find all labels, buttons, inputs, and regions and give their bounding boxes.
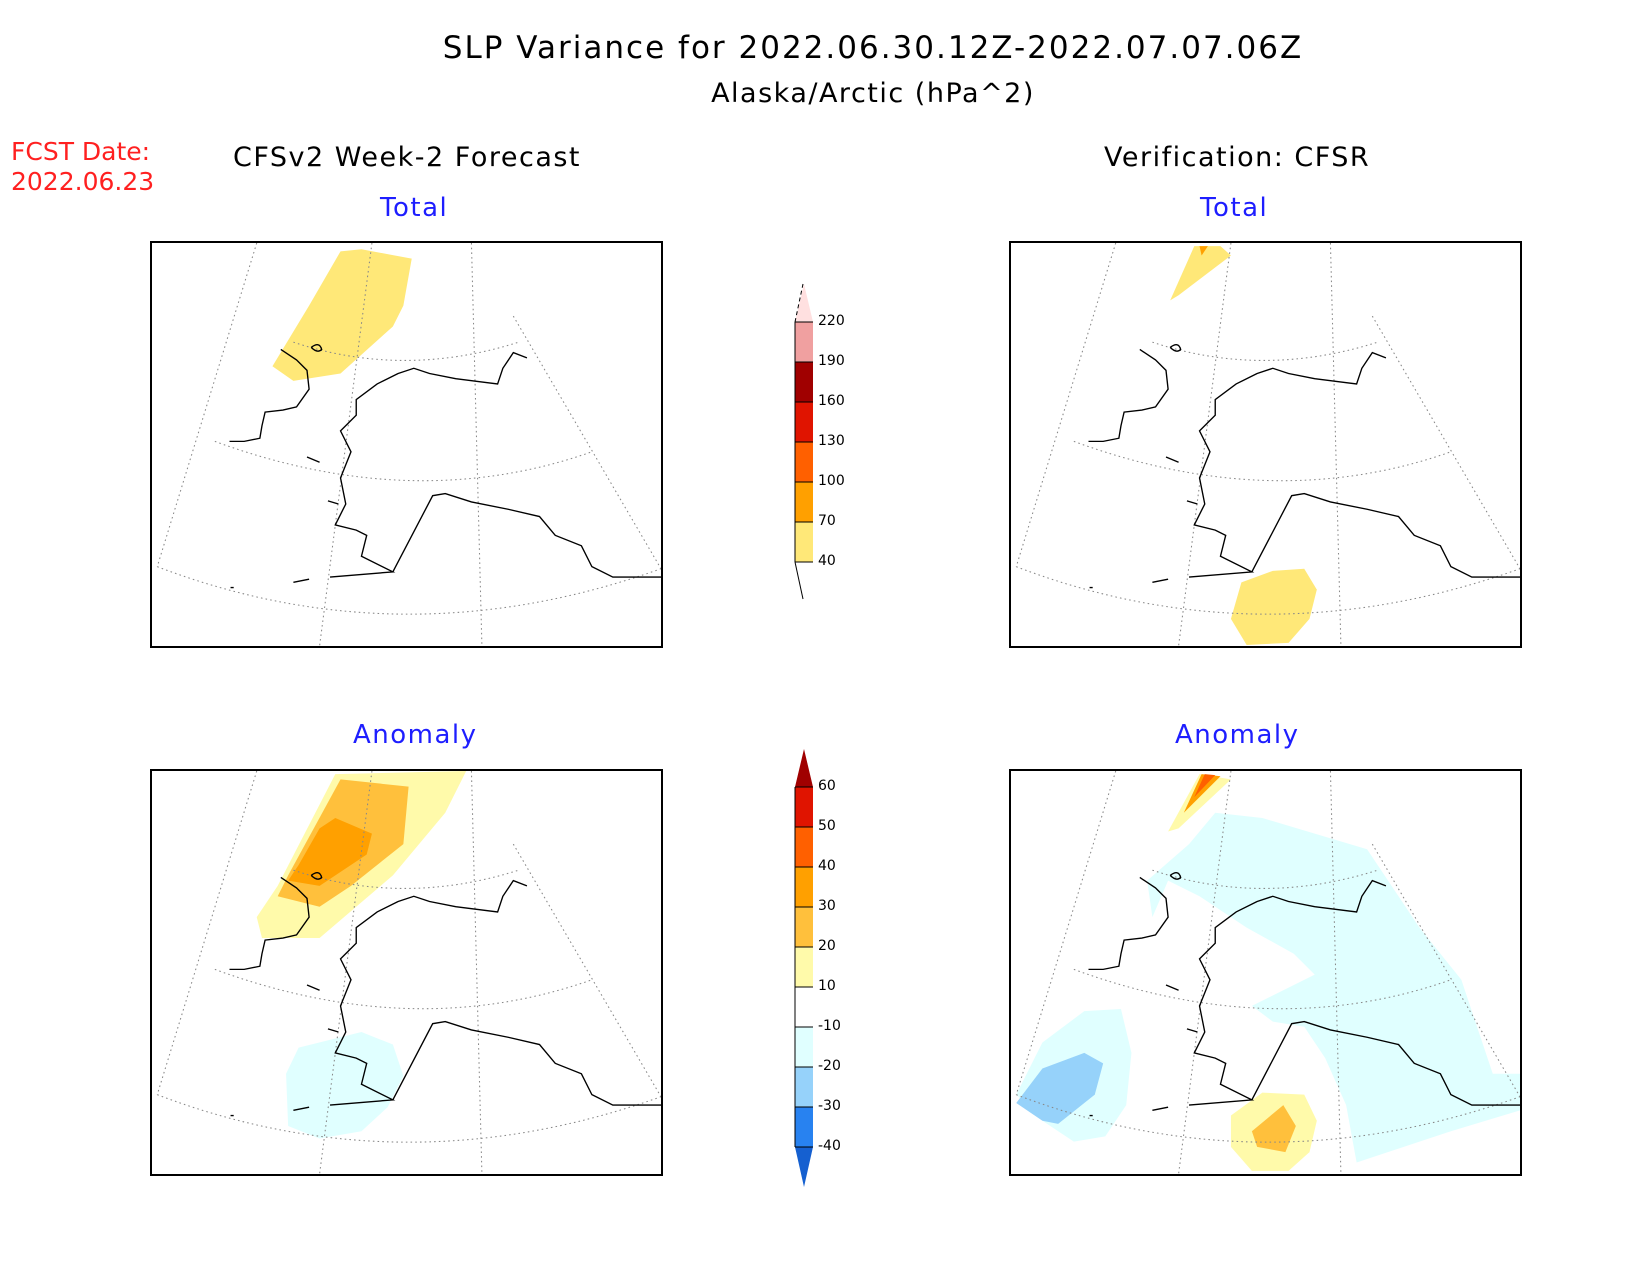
panel-title-forecast-anomaly: Anomaly xyxy=(353,720,478,750)
colorbar-label: 30 xyxy=(818,898,836,914)
colorbar-label: 100 xyxy=(818,473,845,489)
fcst-date-value: 2022.06.23 xyxy=(11,167,155,196)
figure-title: SLP Variance for 2022.06.30.12Z-2022.07.… xyxy=(442,30,1304,66)
forecast-column-title: CFSv2 Week-2 Forecast xyxy=(233,142,582,173)
fcst-date-label: FCST Date: xyxy=(11,137,151,166)
anomaly-20-30 xyxy=(1251,1105,1296,1153)
colorbar-label: -10 xyxy=(818,1018,841,1034)
colorbar-bin-3 xyxy=(795,987,813,1027)
colorbar-label: 40 xyxy=(818,858,836,874)
figure-subtitle: Alaska/Arctic (hPa^2) xyxy=(711,78,1035,109)
colorbar-bin-4 xyxy=(795,947,813,987)
colorbar-high-arrow xyxy=(795,749,813,787)
colorbar-label: 130 xyxy=(818,433,845,449)
map-forecast-total xyxy=(150,241,663,648)
colorbar-bin-4 xyxy=(795,362,813,402)
panel-title-verif-total: Total xyxy=(1200,193,1269,223)
variance-40-70 xyxy=(272,249,412,381)
anomaly-20-50 xyxy=(1183,774,1221,813)
anomaly-neg10-20 xyxy=(286,1032,404,1139)
anomaly-10-50 xyxy=(1168,774,1231,832)
colorbar-bin-2 xyxy=(795,1027,813,1067)
colorbar-bin-5 xyxy=(795,322,813,362)
colorbar-label: 50 xyxy=(818,818,836,834)
anomaly-40-50 xyxy=(1194,774,1216,798)
verification-column-title: Verification: CFSR xyxy=(1104,142,1371,173)
colorbar-label: -20 xyxy=(818,1058,841,1074)
colorbar-label: 40 xyxy=(818,553,836,569)
colorbar-label: 160 xyxy=(818,393,845,409)
colorbar-high-arrow xyxy=(795,284,813,322)
colorbar-low-arrow xyxy=(795,1147,813,1187)
panel-title-verif-anomaly: Anomaly xyxy=(1175,720,1300,750)
colorbar-bin-7 xyxy=(795,827,813,867)
colorbar-label: -30 xyxy=(818,1098,841,1114)
colorbar-bin-2 xyxy=(795,442,813,482)
map-verification-anomaly xyxy=(1009,769,1522,1176)
colorbar-bin-1 xyxy=(795,1067,813,1107)
colorbar-low-arrow xyxy=(794,561,804,600)
colorbar-bin-1 xyxy=(795,482,813,522)
colorbar-label: 70 xyxy=(818,513,836,529)
colorbar-label: 190 xyxy=(818,353,845,369)
colorbar-bin-3 xyxy=(795,402,813,442)
colorbar-bin-8 xyxy=(795,787,813,827)
colorbar-bin-6 xyxy=(795,867,813,907)
colorbar-label: -40 xyxy=(818,1138,841,1154)
variance-40-70 xyxy=(1230,568,1317,645)
map-forecast-anomaly xyxy=(150,769,663,1176)
colorbar-anomaly xyxy=(794,749,813,1187)
anomaly-neg10-20 xyxy=(1147,812,1520,1163)
variance-40-70 xyxy=(1170,246,1231,301)
colorbar-label: 10 xyxy=(818,978,836,994)
colorbar-label: 20 xyxy=(818,938,836,954)
colorbar-label: 60 xyxy=(818,778,836,794)
colorbar-bin-5 xyxy=(795,907,813,947)
colorbar-total xyxy=(794,283,813,600)
map-verification-total xyxy=(1009,241,1522,648)
colorbar-bin-0 xyxy=(795,1107,813,1147)
anomaly-neg20-30 xyxy=(1016,1052,1104,1124)
colorbar-label: 220 xyxy=(818,313,845,329)
anomaly-30-40 xyxy=(288,817,372,886)
variance-70-100 xyxy=(1199,246,1208,256)
panel-title-forecast-total: Total xyxy=(380,193,449,223)
colorbar-bin-0 xyxy=(795,522,813,562)
